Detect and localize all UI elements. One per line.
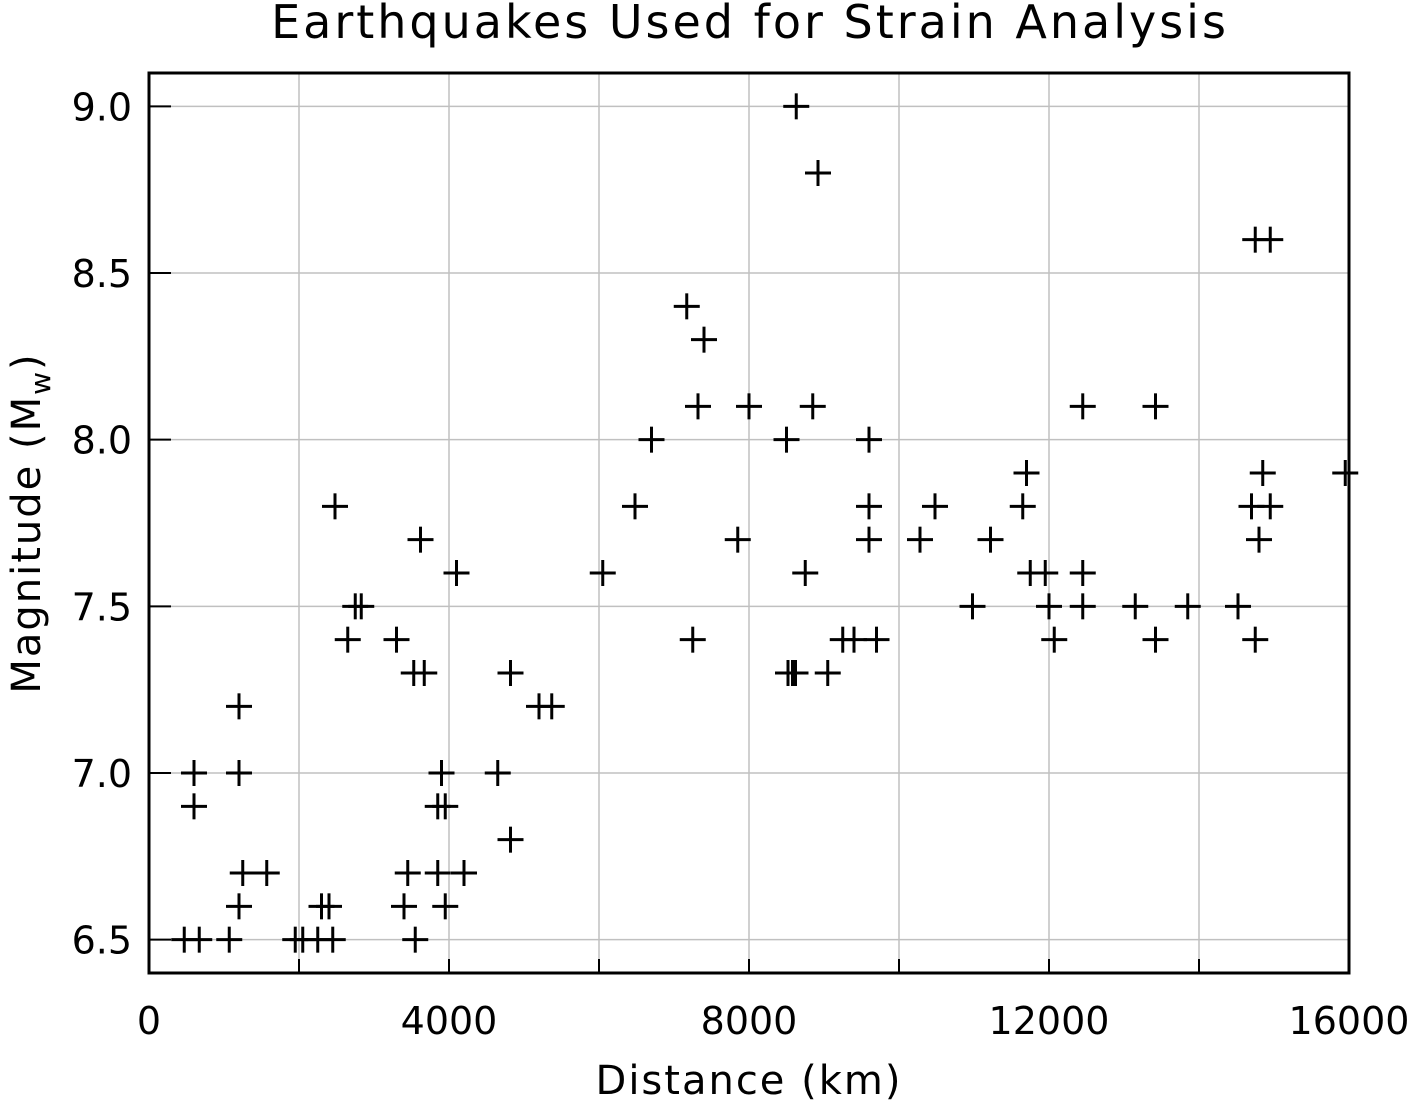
y-tick-label: 6.5 (72, 919, 132, 963)
data-point (977, 526, 1004, 553)
data-point (1249, 460, 1276, 486)
y-tick-label: 7.5 (72, 585, 132, 629)
data-point (792, 560, 819, 586)
data-point (1036, 593, 1062, 620)
data-point (226, 693, 252, 720)
x-tick-label: 8000 (701, 999, 798, 1043)
data-point (589, 560, 616, 586)
data-point (1009, 493, 1036, 520)
chart-title: Earthquakes Used for Strain Analysis (271, 0, 1229, 49)
gridlines (149, 73, 1349, 973)
data-point (1332, 460, 1359, 486)
data-point (638, 426, 665, 453)
data-points (171, 93, 1359, 953)
data-point (724, 526, 751, 553)
data-point (538, 693, 565, 720)
data-point (1174, 593, 1201, 620)
data-point (1257, 493, 1284, 520)
data-point (484, 760, 511, 786)
data-point (253, 860, 280, 886)
data-point (432, 793, 459, 820)
data-point (334, 626, 361, 653)
data-point (1142, 626, 1169, 653)
axis-ticks (149, 105, 1200, 973)
data-point (432, 893, 459, 920)
data-point (856, 526, 882, 553)
y-axis-tick-labels: 6.5 7.0 7.5 8.0 8.5 9.0 (72, 85, 132, 962)
data-point (216, 926, 243, 953)
x-tick-label: 0 (137, 999, 161, 1043)
data-point (226, 893, 252, 920)
data-point (451, 860, 477, 886)
data-point (1069, 560, 1096, 586)
data-point (685, 393, 711, 420)
plot-frame (147, 71, 1351, 975)
data-point (1257, 226, 1284, 253)
data-point (348, 593, 375, 620)
data-point (226, 760, 252, 786)
data-point (922, 493, 948, 520)
x-axis-tick-labels: 0 4000 8000 12000 16000 (137, 999, 1410, 1043)
data-point (673, 293, 700, 320)
data-point (782, 660, 809, 686)
data-point (383, 626, 410, 653)
x-tick-label: 4000 (401, 999, 498, 1043)
data-point (856, 493, 882, 520)
data-point (229, 860, 256, 886)
data-point (1069, 593, 1096, 620)
y-axis-label: Magnitude (Mw) (4, 352, 57, 693)
data-point (805, 160, 831, 186)
data-point (691, 326, 717, 353)
data-point (622, 493, 648, 520)
data-point (316, 893, 342, 920)
data-point (863, 626, 890, 653)
data-point (856, 426, 882, 453)
data-point (814, 660, 841, 686)
data-point (181, 760, 207, 786)
data-point (1142, 393, 1169, 420)
y-tick-label: 8.0 (72, 419, 132, 463)
data-point (1242, 626, 1269, 653)
data-point (841, 626, 867, 653)
data-point (497, 826, 524, 853)
data-point (1246, 526, 1272, 553)
data-point (186, 926, 213, 953)
data-point (1069, 393, 1096, 420)
data-point (783, 93, 810, 120)
data-point (736, 393, 762, 420)
x-axis-label: Distance (km) (596, 1058, 903, 1104)
data-point (319, 926, 346, 953)
data-point (424, 860, 451, 886)
y-tick-label: 8.5 (72, 252, 132, 296)
data-point (907, 526, 933, 553)
data-point (773, 426, 800, 453)
y-tick-label: 9.0 (72, 85, 132, 129)
data-point (1225, 593, 1251, 620)
data-point (497, 660, 524, 686)
data-point (1013, 460, 1040, 486)
data-point (1122, 593, 1149, 620)
data-point (679, 626, 706, 653)
data-point (322, 493, 348, 520)
data-point (428, 760, 455, 786)
y-axis-label-close: ) (4, 352, 50, 370)
x-tick-label: 12000 (989, 999, 1110, 1043)
data-point (799, 393, 826, 420)
data-point (411, 660, 438, 686)
data-point (394, 860, 421, 886)
y-tick-label: 7.0 (72, 752, 132, 796)
data-point (391, 893, 417, 920)
x-tick-label: 16000 (1289, 999, 1410, 1043)
data-point (181, 793, 207, 820)
y-axis-label-subscript: w (24, 370, 57, 395)
data-point (1032, 560, 1059, 586)
data-point (407, 526, 434, 553)
data-point (959, 593, 986, 620)
data-point (443, 560, 470, 586)
data-point (402, 926, 429, 953)
data-point (1041, 626, 1068, 653)
y-axis-label-main: Magnitude (M (4, 395, 50, 694)
